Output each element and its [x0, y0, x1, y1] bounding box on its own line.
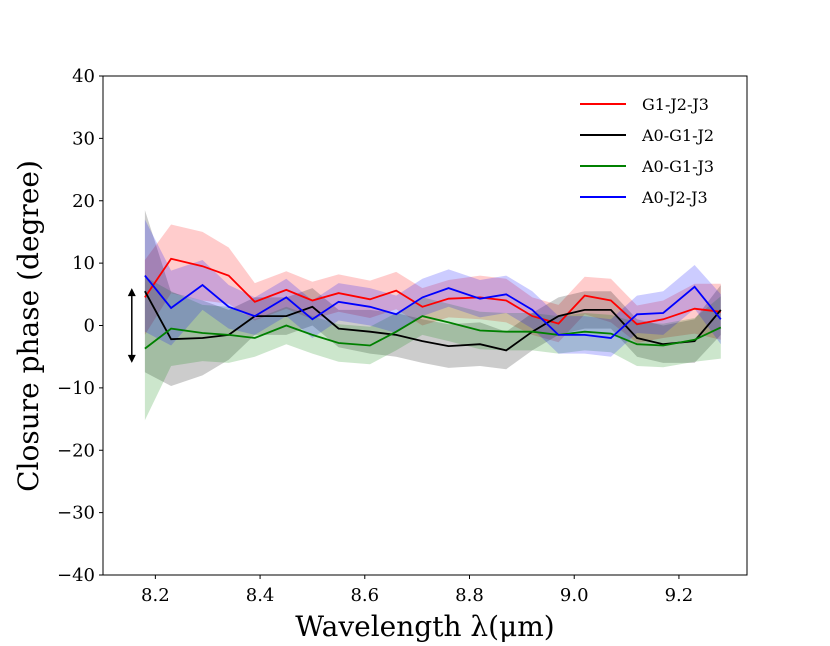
legend-label-a0-j2-j3: A0-J2-J3: [641, 188, 708, 207]
legend-label-a0-g1-j2: A0-G1-J2: [641, 126, 714, 145]
y-tick-label: 30: [72, 128, 95, 149]
x-axis: 8.2 8.4 8.6 8.8 9.0 9.2: [141, 575, 693, 606]
series-line-a0-j2-j3: [144, 275, 722, 339]
legend: G1-J2-J3 A0-G1-J2 A0-G1-J3 A0-J2-J3: [580, 95, 714, 207]
y-tick-label: 0: [84, 316, 95, 337]
x-tick-label: 8.4: [246, 585, 275, 606]
series-line-g1-j2-j3: [144, 257, 721, 326]
x-tick-label: 8.6: [350, 585, 379, 606]
x-tick-label: 8.2: [141, 585, 170, 606]
series-lines: [144, 257, 722, 352]
y-tick-label: −20: [57, 440, 95, 461]
y-axis: −40 −30 −20 −10 0 10 20 30 40: [57, 66, 103, 586]
legend-label-g1-j2-j3: G1-J2-J3: [642, 95, 709, 114]
y-tick-label: −30: [57, 503, 95, 524]
annotations: [127, 288, 136, 363]
y-tick-label: 10: [72, 253, 95, 274]
band-a0-j2-j3: [144, 219, 721, 357]
y-tick-label: −40: [57, 565, 95, 586]
x-axis-label: Wavelength λ(μm): [295, 610, 554, 643]
y-tick-label: −10: [57, 378, 95, 399]
series-line-a0-g1-j2: [144, 290, 722, 352]
error-bands: [144, 210, 721, 421]
y-axis-label: Closure phase (degree): [12, 160, 45, 492]
x-tick-label: 9.2: [665, 585, 694, 606]
y-tick-label: 20: [72, 191, 95, 212]
band-a0-g1-j2: [144, 210, 721, 386]
legend-label-a0-g1-j3: A0-G1-J3: [641, 157, 714, 176]
series-line-a0-g1-j3: [144, 315, 722, 350]
band-g1-j2-j3: [144, 224, 721, 343]
x-tick-label: 9.0: [560, 585, 589, 606]
y-tick-label: 40: [72, 66, 95, 87]
x-tick-label: 8.8: [455, 585, 484, 606]
arrow-head-up: [127, 288, 136, 297]
band-a0-g1-j3: [144, 276, 721, 421]
arrow-head-down: [127, 354, 136, 363]
